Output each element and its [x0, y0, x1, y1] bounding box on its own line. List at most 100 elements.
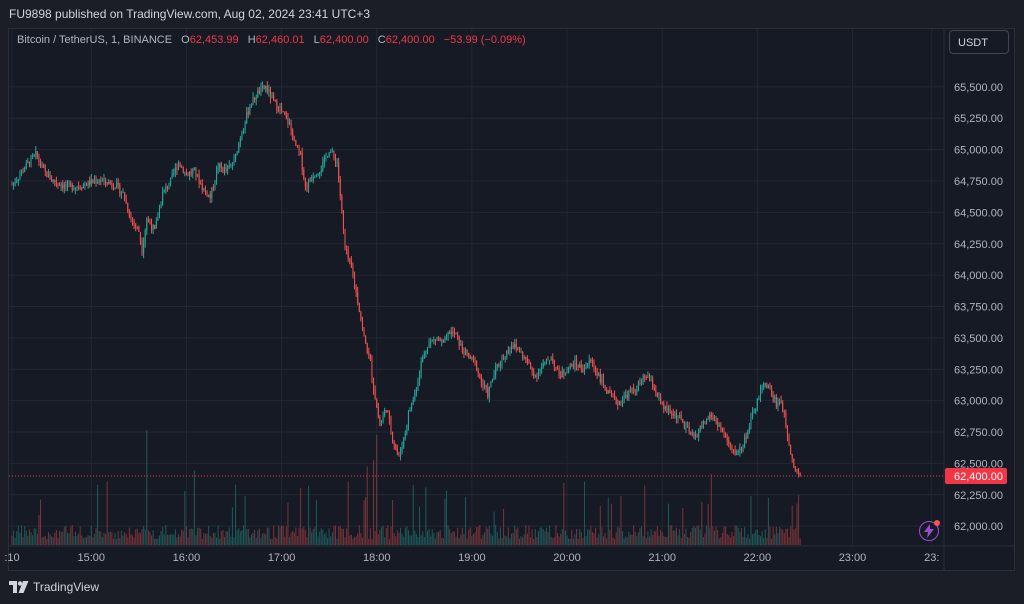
candle-body: [262, 86, 264, 88]
candle-body: [507, 350, 509, 352]
candle-body: [309, 180, 311, 182]
volume-bar: [260, 538, 262, 545]
candle-body: [268, 89, 270, 92]
volume-bar: [195, 535, 197, 545]
candle-body: [558, 368, 560, 377]
volume-bar: [625, 536, 627, 545]
candle-body: [160, 204, 162, 209]
volume-bar: [412, 484, 414, 545]
candle-body: [203, 188, 205, 191]
volume-bar: [725, 526, 727, 545]
open-label: O: [181, 34, 190, 46]
candle-body: [423, 352, 425, 359]
volume-bar: [208, 525, 210, 545]
close-label: C: [377, 34, 386, 46]
candle-body: [181, 166, 183, 168]
volume-bar: [295, 527, 297, 545]
candle-body: [100, 181, 102, 183]
candle-body: [59, 183, 61, 186]
candle-body: [339, 179, 341, 196]
volume-bar: [143, 525, 145, 545]
volume-bar: [474, 532, 476, 545]
candle-body: [439, 338, 441, 342]
symbol-name[interactable]: Bitcoin / TetherUS, 1, BINANCE: [17, 34, 173, 46]
volume-bar: [11, 535, 13, 545]
volume-bar: [571, 529, 573, 545]
candle-body: [154, 225, 156, 229]
candle-body: [287, 117, 289, 124]
volume-bar: [710, 473, 712, 545]
ohlc-legend[interactable]: Bitcoin / TetherUS, 1, BINANCE O62,453.9…: [17, 34, 526, 46]
candle-body: [628, 390, 630, 399]
volume-bar: [793, 529, 795, 545]
volume-bar: [28, 529, 30, 545]
candle-body: [785, 413, 787, 428]
candle-body: [639, 383, 641, 385]
volume-bar: [761, 531, 763, 545]
candle-body: [368, 352, 370, 355]
candle-body: [566, 372, 568, 374]
high-label: H: [247, 34, 256, 46]
candle-body: [526, 359, 528, 363]
volume-bar: [675, 527, 677, 545]
volume-bar: [537, 531, 539, 545]
volume-bar: [211, 538, 213, 545]
candle-body: [47, 173, 49, 177]
volume-bar: [254, 529, 256, 545]
candle-body: [163, 189, 165, 193]
candle-body: [95, 180, 97, 184]
volume-bar: [163, 534, 165, 545]
candle-body: [217, 167, 219, 171]
volume-bar: [38, 514, 40, 545]
candle-body: [166, 186, 168, 189]
volume-bar: [622, 531, 624, 545]
candle-body: [312, 177, 314, 180]
volume-bar: [47, 532, 49, 545]
candle-body: [68, 183, 70, 185]
candle-body: [71, 184, 73, 190]
candle-body: [661, 401, 663, 404]
currency-button[interactable]: USDT: [949, 30, 1009, 54]
candle-body: [704, 421, 706, 424]
volume-bar: [296, 536, 298, 545]
volume-bar: [430, 536, 432, 545]
volume-bar: [41, 537, 43, 545]
candle-body: [434, 339, 436, 341]
candle-body: [617, 403, 619, 405]
candle-body: [671, 413, 673, 415]
candle-body: [609, 390, 611, 393]
volume-bar: [358, 525, 360, 545]
volume-bar: [238, 528, 240, 545]
candle-body: [55, 181, 57, 184]
volume-bar: [767, 497, 769, 545]
volume-bar: [293, 532, 295, 545]
candle-body: [157, 217, 159, 221]
candle-body: [525, 357, 527, 360]
candle-body: [74, 187, 76, 189]
volume-bar: [14, 537, 16, 545]
volume-bar: [450, 533, 452, 545]
flash-icon[interactable]: [919, 520, 940, 541]
volume-bar: [598, 534, 600, 545]
candle-body: [355, 285, 357, 292]
volume-bar: [696, 525, 698, 545]
volume-bar: [628, 531, 630, 545]
candle-body: [517, 347, 519, 350]
volume-bar: [511, 533, 513, 545]
volume-bar: [122, 535, 124, 545]
footer-brand[interactable]: TradingView: [9, 578, 99, 596]
volume-bar: [81, 535, 83, 545]
candle-body: [106, 182, 108, 185]
candle-body: [561, 370, 563, 378]
candle-body: [666, 406, 668, 413]
volume-bar: [518, 538, 520, 545]
candle-body: [696, 435, 698, 437]
volume-bar: [763, 537, 765, 545]
volume-bar: [369, 528, 371, 545]
volume-bar: [560, 533, 562, 545]
volume-bar: [173, 534, 175, 545]
candle-body: [453, 331, 455, 335]
volume-bar: [664, 537, 666, 545]
candle-body: [783, 412, 785, 414]
